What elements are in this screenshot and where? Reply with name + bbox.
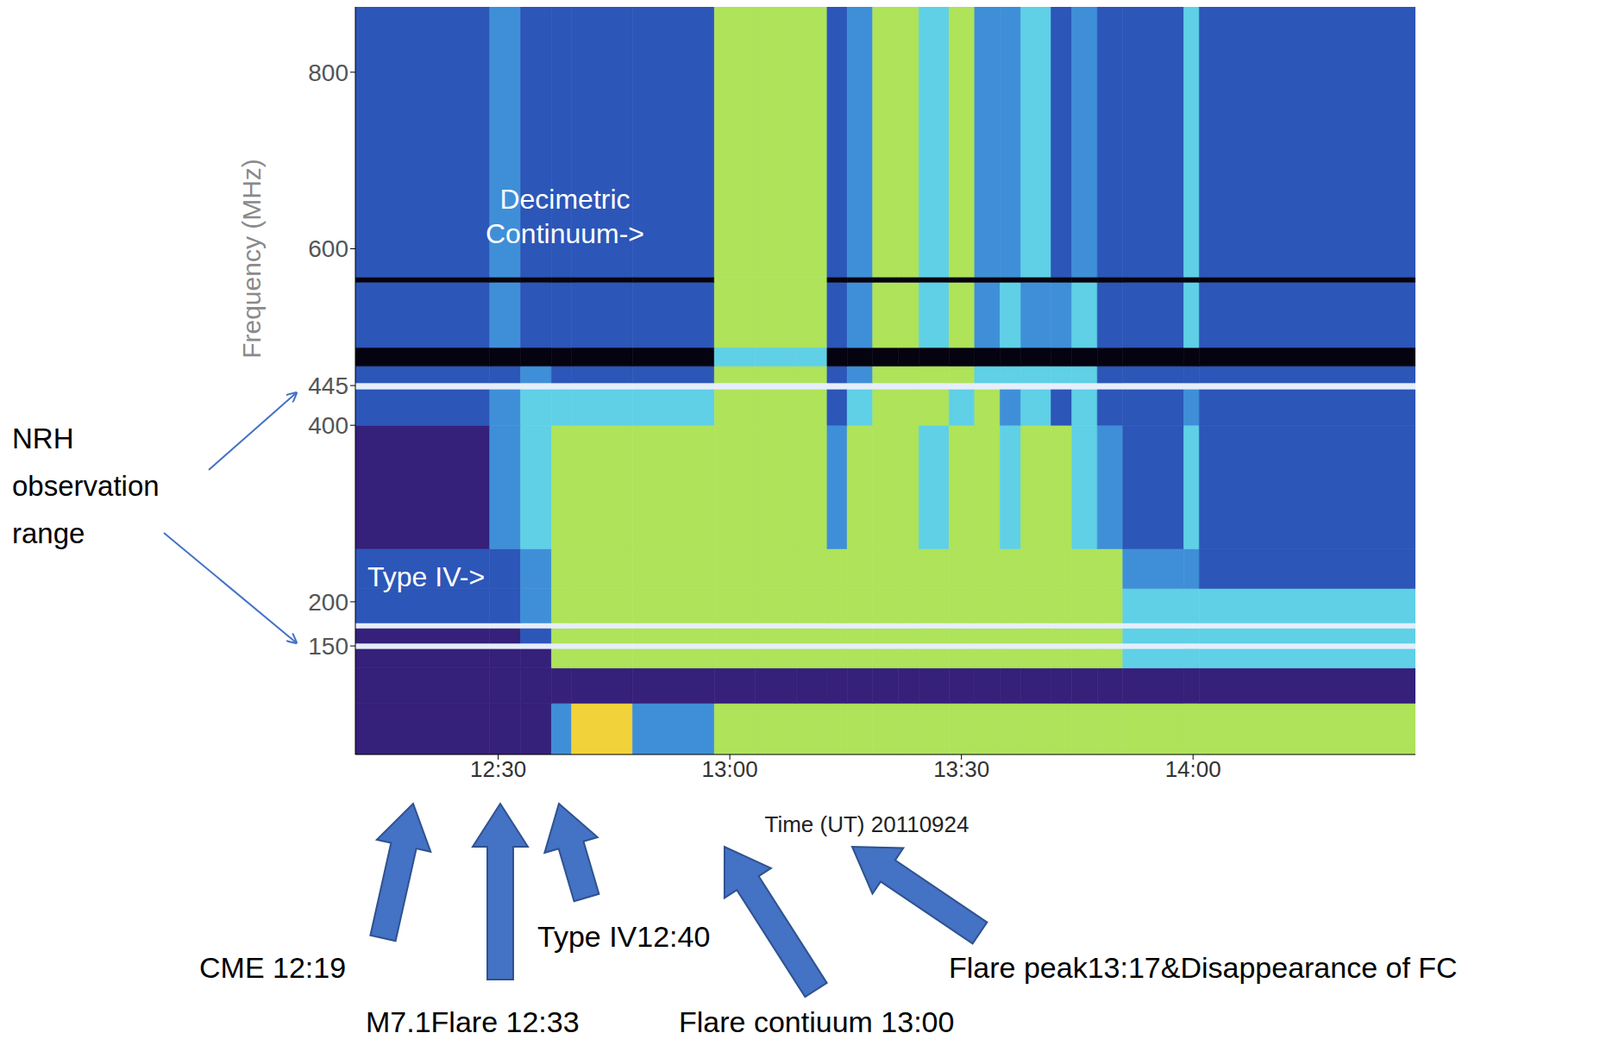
svg-text:600: 600 bbox=[307, 235, 349, 263]
svg-text:14:00: 14:00 bbox=[1165, 756, 1222, 783]
svg-text:range: range bbox=[12, 517, 85, 550]
svg-text:150: 150 bbox=[307, 633, 349, 660]
svg-text:400: 400 bbox=[307, 412, 349, 440]
svg-text:CME 12:19: CME 12:19 bbox=[199, 951, 346, 985]
svg-text:800: 800 bbox=[307, 59, 349, 87]
svg-text:Decimetric: Decimetric bbox=[499, 183, 630, 215]
svg-text:445: 445 bbox=[307, 372, 349, 400]
svg-text:Type IV12:40: Type IV12:40 bbox=[537, 920, 710, 954]
svg-text:13:30: 13:30 bbox=[933, 756, 990, 783]
svg-text:12:30: 12:30 bbox=[470, 756, 527, 783]
svg-text:observation: observation bbox=[12, 470, 160, 502]
svg-text:M7.1Flare 12:33: M7.1Flare 12:33 bbox=[365, 1005, 580, 1039]
svg-text:Flare contiuum 13:00: Flare contiuum 13:00 bbox=[678, 1005, 954, 1039]
svg-text:Frequency (MHz): Frequency (MHz) bbox=[237, 158, 266, 359]
svg-text:Continuum->: Continuum-> bbox=[485, 218, 645, 250]
svg-text:Type IV->: Type IV-> bbox=[367, 561, 485, 593]
svg-text:NRH: NRH bbox=[12, 422, 75, 455]
svg-text:200: 200 bbox=[307, 589, 349, 616]
svg-text:13:00: 13:00 bbox=[702, 756, 759, 783]
svg-text:Flare peak13:17&Disappearance: Flare peak13:17&Disappearance of FC bbox=[948, 951, 1458, 985]
svg-text:Time (UT) 20110924: Time (UT) 20110924 bbox=[765, 811, 970, 838]
